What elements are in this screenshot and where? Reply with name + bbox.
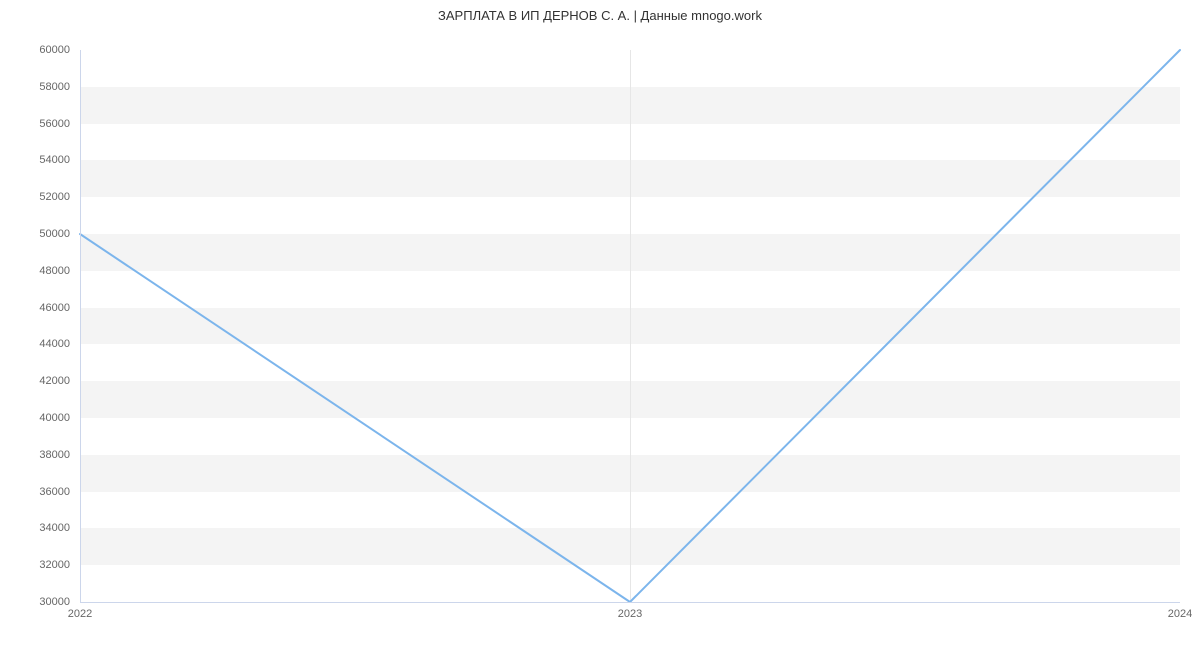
y-tick-label: 38000 — [10, 449, 70, 461]
y-tick-label: 36000 — [10, 486, 70, 498]
y-tick-label: 46000 — [10, 302, 70, 314]
y-tick-label: 48000 — [10, 265, 70, 277]
line-series — [80, 50, 1180, 602]
y-tick-label: 56000 — [10, 118, 70, 130]
chart-title: ЗАРПЛАТА В ИП ДЕРНОВ С. А. | Данные mnog… — [438, 8, 762, 23]
plot-area — [80, 50, 1180, 602]
salary-line-chart: ЗАРПЛАТА В ИП ДЕРНОВ С. А. | Данные mnog… — [0, 0, 1200, 650]
x-axis-line — [80, 602, 1180, 603]
y-tick-label: 54000 — [10, 154, 70, 166]
y-tick-label: 30000 — [10, 596, 70, 608]
y-tick-label: 40000 — [10, 412, 70, 424]
y-axis-line — [80, 50, 81, 602]
x-tick-label: 2024 — [1168, 608, 1192, 620]
x-tick-label: 2022 — [68, 608, 92, 620]
y-tick-label: 60000 — [10, 44, 70, 56]
y-tick-label: 50000 — [10, 228, 70, 240]
y-tick-label: 32000 — [10, 559, 70, 571]
y-tick-label: 58000 — [10, 81, 70, 93]
y-tick-label: 44000 — [10, 338, 70, 350]
y-tick-label: 42000 — [10, 375, 70, 387]
x-tick-label: 2023 — [618, 608, 642, 620]
y-tick-label: 34000 — [10, 522, 70, 534]
y-tick-label: 52000 — [10, 191, 70, 203]
